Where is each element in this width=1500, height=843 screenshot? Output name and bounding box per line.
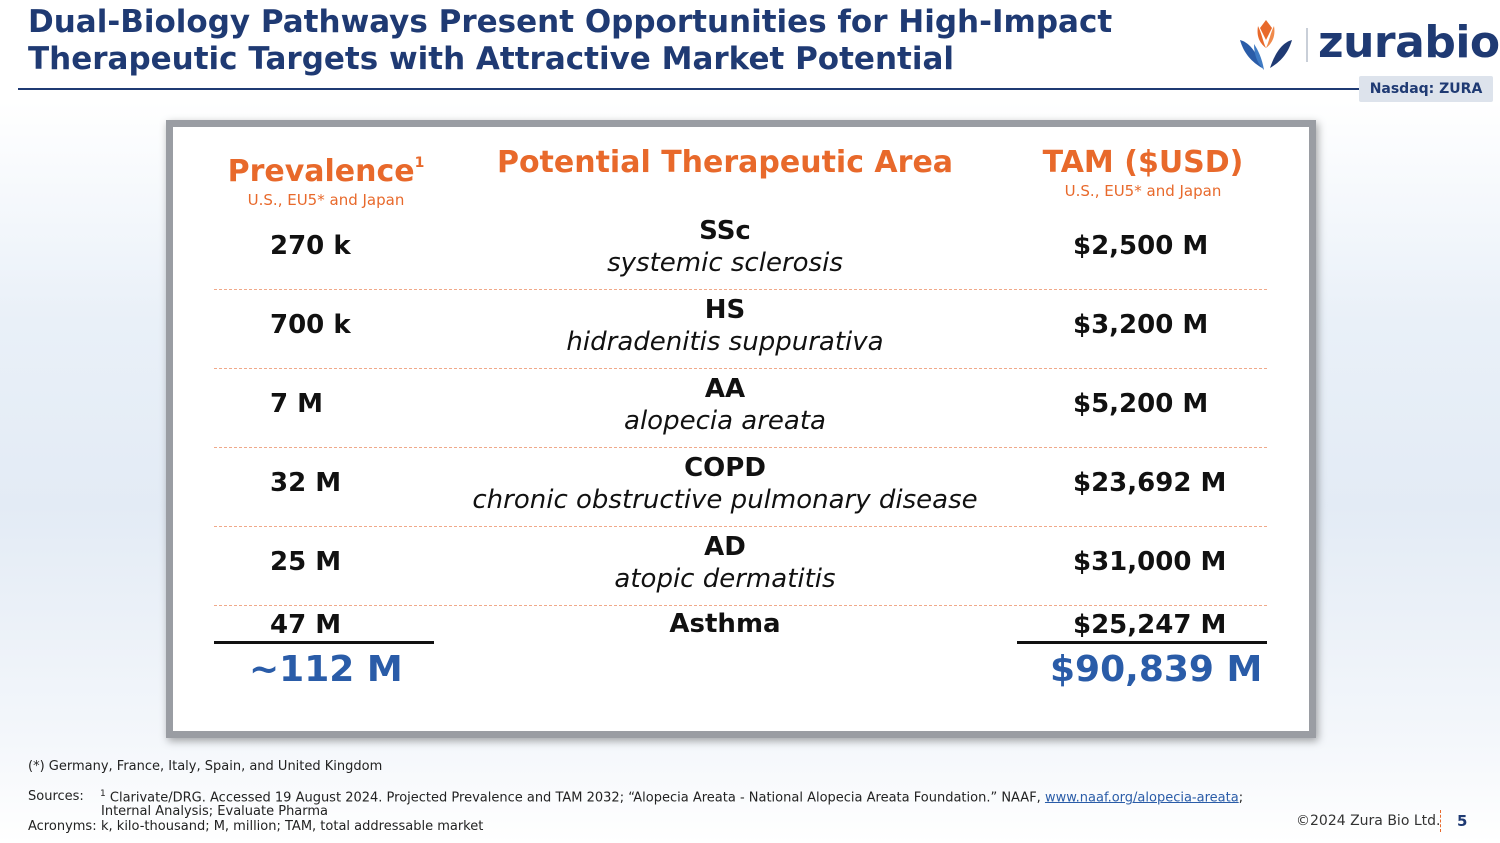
area-header: Potential Therapeutic Area	[455, 145, 995, 181]
zurabio-logo: zurabio	[1236, 14, 1500, 74]
therapeutic-area: COPD chronic obstructive pulmonary disea…	[425, 452, 1025, 516]
tam-value: $5,200 M	[1073, 389, 1209, 419]
header-divider	[18, 88, 1360, 90]
slide-title-line-1: Dual-Biology Pathways Present Opportunit…	[28, 4, 1113, 40]
prevalence-superscript: 1	[414, 155, 425, 171]
tam-sum-rule	[1017, 641, 1267, 644]
therapeutic-area: AD atopic dermatitis	[425, 531, 1025, 595]
area-abbreviation: Asthma	[669, 609, 781, 639]
ticker-badge: Nasdaq: ZURA	[1359, 76, 1493, 102]
total-prevalence: ~112 M	[249, 649, 403, 690]
tam-value: $23,692 M	[1073, 468, 1227, 498]
copyright: ©2024 Zura Bio Ltd.	[1296, 813, 1441, 829]
therapeutic-area: AA alopecia areata	[425, 373, 1025, 437]
prevalence-value: 270 k	[270, 231, 351, 261]
area-abbreviation: SSc	[699, 216, 751, 246]
therapeutic-area: HS hidradenitis suppurativa	[425, 294, 1025, 358]
tam-title: TAM ($USD)	[1042, 145, 1244, 180]
area-full-name: atopic dermatitis	[614, 564, 836, 594]
area-abbreviation: AA	[704, 374, 746, 404]
prevalence-header: Prevalence1 U.S., EU5* and Japan	[221, 145, 431, 210]
area-full-name: chronic obstructive pulmonary disease	[472, 485, 978, 515]
acronyms-text: k, kilo-thousand; M, million; TAM, total…	[101, 819, 484, 834]
prevalence-subtitle: U.S., EU5* and Japan	[247, 191, 405, 209]
market-table-panel: Prevalence1 U.S., EU5* and Japan Potenti…	[166, 120, 1316, 738]
area-full-name: alopecia areata	[624, 406, 826, 436]
table-row: 700 k HS hidradenitis suppurativa $3,200…	[214, 290, 1267, 369]
sources-label: Sources:	[28, 789, 84, 804]
tam-value: $31,000 M	[1073, 547, 1227, 577]
flame-logo-icon	[1240, 20, 1292, 70]
sources-citation: Clarivate/DRG. Accessed 19 August 2024. …	[109, 790, 1041, 806]
sources-tail: ;	[1238, 790, 1244, 806]
tam-subtitle: U.S., EU5* and Japan	[1064, 182, 1222, 200]
sources-text: 1 Clarivate/DRG. Accessed 19 August 2024…	[100, 789, 1243, 805]
tam-value: $2,500 M	[1073, 231, 1209, 261]
table-row: 270 k SSc systemic sclerosis $2,500 M	[214, 211, 1267, 290]
prevalence-value: 25 M	[270, 547, 342, 577]
page-number: 5	[1457, 812, 1468, 830]
area-abbreviation: HS	[704, 295, 746, 325]
area-abbreviation: COPD	[684, 453, 766, 483]
tam-value: $3,200 M	[1073, 310, 1209, 340]
naaf-link[interactable]: www.naaf.org/alopecia-areata	[1044, 790, 1239, 806]
slide-title: Dual-Biology Pathways Present Opportunit…	[28, 4, 1208, 78]
table-row: 25 M AD atopic dermatitis $31,000 M	[214, 527, 1267, 606]
eu5-footnote: (*) Germany, France, Italy, Spain, and U…	[28, 759, 383, 774]
therapeutic-area: SSc systemic sclerosis	[425, 215, 1025, 279]
area-abbreviation: AD	[704, 532, 746, 562]
area-full-name: hidradenitis suppurativa	[566, 327, 884, 357]
slide-title-line-2: Therapeutic Targets with Attractive Mark…	[28, 41, 955, 77]
logo-separator	[1306, 28, 1308, 62]
tam-header: TAM ($USD) U.S., EU5* and Japan	[1033, 145, 1253, 201]
prevalence-value: 47 M	[270, 610, 342, 640]
table-row: 32 M COPD chronic obstructive pulmonary …	[214, 448, 1267, 527]
prevalence-sum-rule	[214, 641, 434, 644]
therapeutic-area: Asthma	[425, 608, 1025, 640]
prevalence-value: 32 M	[270, 468, 342, 498]
logo-wordmark: zurabio	[1318, 17, 1500, 68]
total-tam: $90,839 M	[1050, 649, 1263, 690]
area-full-name: systemic sclerosis	[607, 248, 843, 278]
tam-value: $25,247 M	[1073, 610, 1227, 640]
prevalence-value: 7 M	[270, 389, 324, 419]
acronyms-label: Acronyms:	[28, 819, 97, 834]
table-row: 7 M AA alopecia areata $5,200 M	[214, 369, 1267, 448]
prevalence-value: 700 k	[270, 310, 351, 340]
area-title: Potential Therapeutic Area	[496, 145, 954, 180]
footer-separator	[1440, 810, 1441, 832]
sources-line-2: Internal Analysis; Evaluate Pharma	[101, 804, 329, 819]
table-row: 47 M Asthma $25,247 M	[214, 606, 1267, 646]
sources-superscript: 1	[100, 789, 106, 799]
prevalence-title: Prevalence	[227, 154, 415, 189]
